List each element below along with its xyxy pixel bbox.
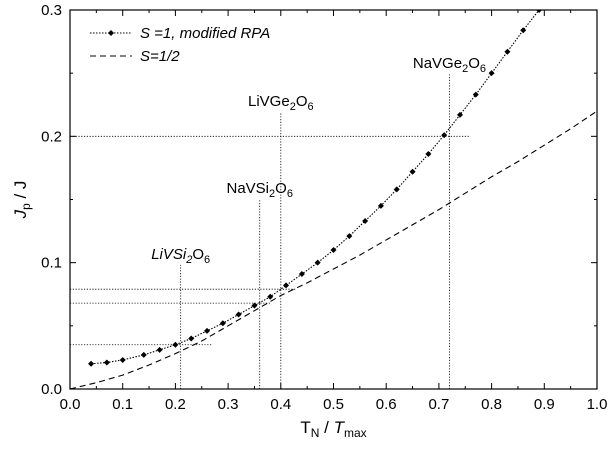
series-point-s1: [409, 168, 416, 175]
series-point-s1: [188, 335, 195, 342]
x-tick-label: 0.5: [323, 396, 344, 413]
series-point-s1: [456, 111, 463, 118]
x-tick-label: 0.2: [165, 396, 186, 413]
marker-group: [88, 10, 543, 367]
series-point-s1: [504, 48, 511, 55]
annotations: LiVSi2O6 NaVSi2O6 LiVGe2O6 NaVGe2O6: [151, 55, 486, 266]
x-tick-label: 0.8: [481, 396, 502, 413]
series-line-s-half: [70, 110, 597, 389]
legend: S =1, modified RPA S=1/2: [90, 25, 270, 65]
legend-label-s1: S =1, modified RPA: [140, 25, 270, 42]
x-tick-label: 0.4: [270, 396, 291, 413]
x-tick-label: 0.6: [376, 396, 397, 413]
series-point-s1: [536, 10, 543, 13]
compound-label: NaVSi2O6: [226, 180, 292, 200]
series-line-s1: [91, 10, 540, 365]
axis-ticks: 0.0 0.1 0.2 0.3 0.4 0.5 0.6 0.7 0.8 0.9 1.0 0.0 0.1 0…: [41, 2, 607, 413]
compound-label: LiVSi2O6: [151, 246, 210, 266]
series-point-s1: [119, 356, 126, 363]
y-axis-label: Jp / J: [11, 181, 33, 220]
x-axis-label: TN / Tmax: [300, 418, 366, 440]
x-tick-label: 1.0: [587, 396, 608, 413]
series-point-s1: [362, 217, 369, 224]
legend-marker-s1: [108, 30, 114, 36]
compound-label: NaVGe2O6: [413, 55, 486, 75]
x-tick-label: 0.9: [534, 396, 555, 413]
series-point-s1: [251, 302, 258, 309]
y-tick-label: 0.1: [41, 255, 62, 272]
series-point-s1: [235, 311, 242, 318]
x-tick-label: 0.0: [60, 396, 81, 413]
y-tick-label: 0.3: [41, 2, 62, 19]
series-point-s1: [330, 247, 337, 254]
series-point-s1: [393, 186, 400, 193]
series-point-s1: [488, 70, 495, 77]
x-tick-label: 0.3: [218, 396, 239, 413]
series-point-s1: [283, 282, 290, 289]
compound-label: LiVGe2O6: [248, 93, 314, 113]
y-tick-label: 0.2: [41, 128, 62, 145]
series-point-s1: [377, 202, 384, 209]
series-point-s1: [346, 233, 353, 240]
series-point-s1: [172, 341, 179, 348]
x-tick-label: 0.1: [112, 396, 133, 413]
series-group: [70, 10, 597, 389]
reference-lines: [70, 74, 471, 389]
series-point-s1: [103, 359, 110, 366]
x-tick-label: 0.7: [428, 396, 449, 413]
series-point-s1: [441, 132, 448, 139]
series-point-s1: [298, 271, 305, 278]
axis-labels: TN / Tmax Jp / J: [11, 181, 367, 440]
series-point-s1: [425, 151, 432, 158]
series-point-s1: [472, 91, 479, 98]
series-point-s1: [267, 293, 274, 300]
y-tick-label: 0.0: [41, 381, 62, 398]
series-point-s1: [204, 327, 211, 334]
plot-frame: [69, 9, 598, 390]
series-point-s1: [156, 346, 163, 353]
series-point-s1: [140, 351, 147, 358]
series-point-s1: [88, 360, 95, 367]
legend-label-s-half: S=1/2: [140, 48, 180, 65]
series-point-s1: [520, 27, 527, 34]
series-point-s1: [219, 320, 226, 327]
series-point-s1: [314, 259, 321, 266]
